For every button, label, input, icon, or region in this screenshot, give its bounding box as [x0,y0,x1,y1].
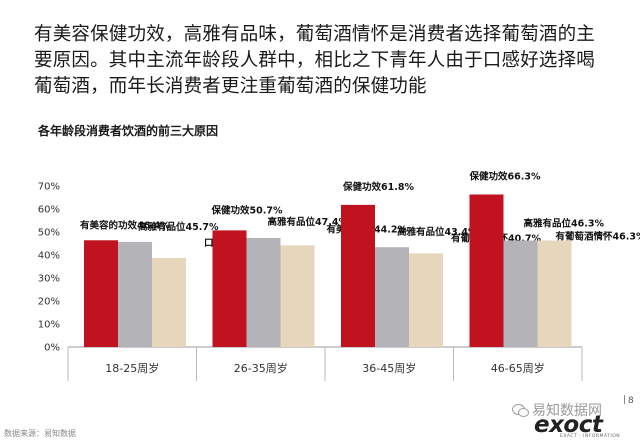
exoct-logo: exoct [534,412,603,438]
data-label: 保健功效66.3% [469,171,541,183]
data-source-note: 数据来源：易知数据 [4,429,76,438]
x-tick-label: 46-65周岁 [491,361,545,375]
bar [84,240,118,347]
y-tick-label: 10% [38,320,60,331]
data-label: 高雅有品位43.4% [397,226,478,238]
data-label: 高雅有品位45.7% [138,221,219,233]
data-label: 保健功效61.8% [342,181,414,193]
y-tick-label: 60% [38,205,60,216]
bar [118,241,152,347]
bar [280,245,315,347]
data-label: 保健功效50.7% [211,204,283,216]
bar [375,247,409,347]
bar [341,204,375,347]
chart-title: 各年龄段消费者饮酒的前三大原因 [38,124,219,138]
x-tick-label: 18-25周岁 [105,361,159,375]
page-number: 8 [624,395,634,406]
headline: 有美容保健功效，高雅有品味，葡萄酒情怀是消费者选择葡萄酒的主要原因。其中主流年龄… [34,24,596,97]
x-tick-label: 36-45周岁 [362,361,416,375]
y-tick-label: 30% [38,274,60,285]
bar [469,194,504,347]
watermark-text: 易知数据网 [532,403,602,419]
y-tick-label: 70% [38,182,60,193]
bar [152,257,186,347]
data-label: 有葡萄酒情怀46.3% [556,231,640,243]
bar [246,237,281,347]
y-tick-label: 20% [38,297,60,308]
logo-tagline: EXACT · INFORMATION [560,434,621,439]
y-tick-label: 0% [44,343,60,354]
x-tick-label: 26-35周岁 [234,361,288,375]
y-tick-label: 40% [38,251,60,262]
data-label: 高雅有品位47.4% [268,216,349,228]
bar [212,230,247,347]
y-tick-label: 50% [38,228,60,239]
wechat-icon [512,403,529,417]
bar [537,240,572,347]
data-label: 有美容的功效46.4% [80,219,170,231]
bar [409,253,443,347]
data-label: 高雅有品位46.3% [524,218,605,230]
bar [503,240,538,347]
watermark: 易知数据网 [512,400,602,420]
